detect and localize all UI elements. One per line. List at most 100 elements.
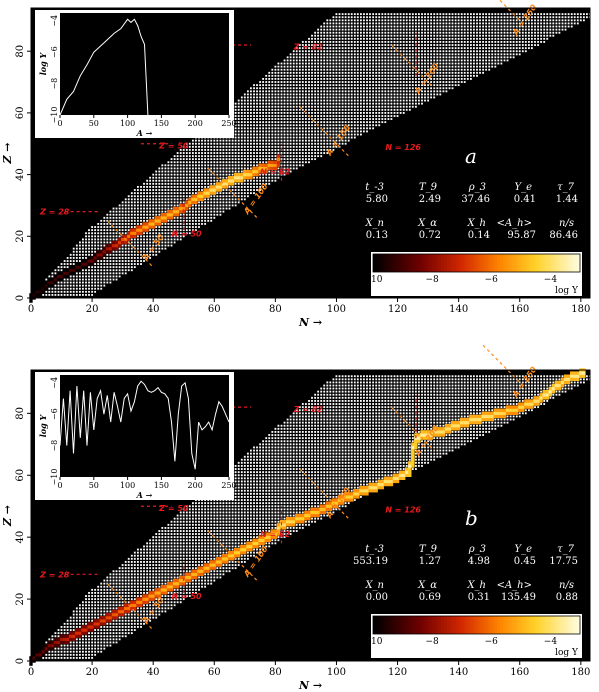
- path-cell: [124, 603, 128, 608]
- path-cell: [212, 566, 216, 570]
- param-label: t_-3: [365, 182, 384, 193]
- path-cell: [368, 482, 372, 487]
- path-cell: [295, 520, 299, 524]
- inset-xtick: 50: [89, 481, 99, 490]
- path-cell: [172, 578, 177, 583]
- path-cell: [273, 535, 278, 539]
- path-cell: [279, 526, 284, 530]
- colorbar-swatch: [574, 254, 578, 272]
- colorbar-swatch: [571, 616, 575, 634]
- path-cell: [160, 588, 165, 592]
- colorbar-swatch: [373, 616, 377, 634]
- path-cell: [185, 206, 189, 211]
- colorbar-swatch: [411, 254, 415, 272]
- colorbar-swatch: [443, 254, 448, 272]
- path-cell: [179, 206, 183, 211]
- path-cell: [383, 476, 388, 481]
- path-cell: [215, 182, 220, 186]
- path-cell: [258, 535, 262, 539]
- path-cell: [117, 243, 122, 248]
- path-cell: [114, 609, 119, 614]
- path-cell: [389, 476, 394, 481]
- path-cell: [273, 532, 278, 536]
- path-cell: [289, 516, 293, 521]
- path-cell: [172, 581, 177, 586]
- path-cell: [429, 433, 433, 437]
- colorbar-swatch: [467, 616, 472, 634]
- path-cell: [108, 243, 113, 248]
- path-cell: [337, 501, 342, 505]
- path-cell: [133, 234, 137, 238]
- x-tick-label: 140: [449, 304, 468, 315]
- path-cell: [261, 163, 265, 167]
- path-cell: [237, 554, 241, 558]
- inset-ylabel: log Y: [38, 413, 48, 437]
- path-cell: [304, 510, 308, 515]
- path-cell: [484, 411, 488, 416]
- path-cell: [93, 256, 97, 260]
- path-cell: [237, 179, 241, 183]
- colorbar-swatch: [414, 254, 418, 272]
- path-cell: [121, 609, 125, 614]
- path-cell: [221, 560, 226, 564]
- path-cell: [411, 455, 415, 459]
- path-cell: [38, 293, 42, 297]
- path-cell: [84, 625, 88, 629]
- path-cell: [560, 383, 565, 388]
- path-cell: [438, 430, 442, 434]
- path-cell: [328, 504, 333, 508]
- path-cell: [218, 185, 223, 189]
- path-cell: [469, 420, 473, 425]
- path-cell: [169, 588, 174, 592]
- colorbar-swatch: [375, 254, 380, 272]
- path-cell: [179, 203, 183, 208]
- path-cell: [75, 268, 79, 272]
- path-cell: [35, 287, 39, 291]
- path-cell: [420, 430, 424, 434]
- colorbar-swatch: [452, 616, 457, 634]
- path-cell: [200, 191, 204, 195]
- param-label: X_α: [417, 218, 437, 229]
- param-value: 86.46: [549, 230, 578, 241]
- path-cell: [221, 554, 226, 558]
- path-cell: [81, 262, 85, 266]
- path-cell: [139, 231, 143, 235]
- path-cell: [475, 417, 479, 422]
- path-cell: [447, 430, 452, 434]
- colorbar-swatch: [500, 616, 504, 634]
- abundance-path: [29, 368, 586, 666]
- path-cell: [127, 609, 131, 614]
- path-cell: [423, 433, 427, 437]
- path-cell: [270, 532, 274, 536]
- path-cell: [62, 274, 67, 279]
- isobar-line: [498, 0, 527, 27]
- path-cell: [316, 507, 320, 512]
- inset-ytick: −4: [50, 15, 59, 27]
- path-cell: [111, 616, 116, 620]
- x-tick-label: 40: [147, 304, 160, 315]
- path-cell: [99, 622, 103, 626]
- x-tick-label: 0: [28, 304, 34, 315]
- path-cell: [261, 538, 265, 543]
- path-cell: [197, 197, 201, 201]
- path-cell: [304, 516, 308, 521]
- path-cell: [548, 393, 552, 397]
- path-cell: [172, 206, 177, 211]
- path-cell: [142, 228, 146, 232]
- path-cell: [121, 606, 125, 611]
- path-cell: [114, 246, 119, 251]
- path-cell: [270, 160, 274, 164]
- path-cell: [234, 554, 238, 558]
- path-cell: [502, 411, 507, 416]
- path-cell: [206, 191, 210, 195]
- path-cell: [35, 653, 39, 657]
- path-cell: [105, 246, 110, 251]
- path-cell: [258, 538, 262, 543]
- params-table: t_-35.80 T_92.49 ρ_337.46 Y_e0.41 τ_71.44 X_n…: [364, 182, 578, 241]
- path-cell: [356, 495, 360, 499]
- path-cell: [41, 287, 45, 291]
- path-cell: [182, 581, 186, 586]
- path-cell: [136, 228, 140, 232]
- x-tick-label: 100: [327, 304, 346, 315]
